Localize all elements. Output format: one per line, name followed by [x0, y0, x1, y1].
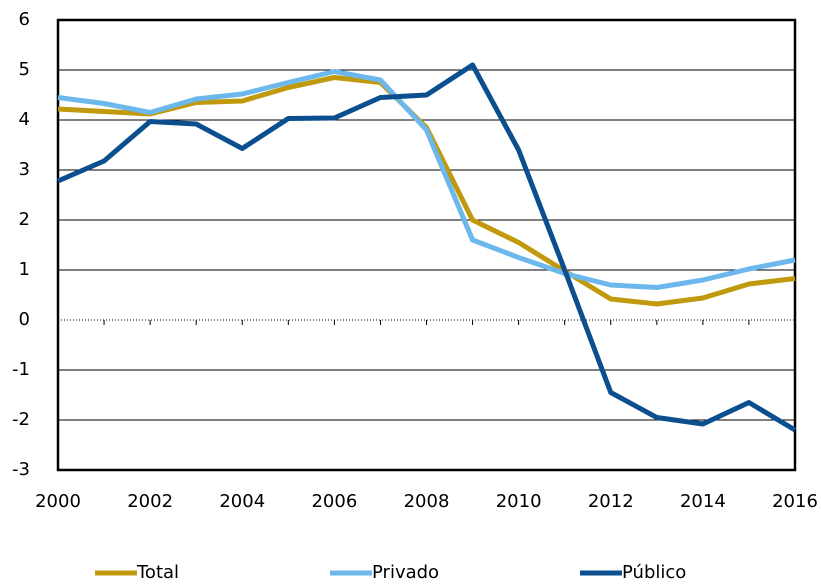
y-tick-label: -2	[12, 409, 30, 430]
x-tick-label: 2000	[35, 491, 81, 512]
x-tick-label: 2012	[588, 491, 634, 512]
series-line	[57, 69, 796, 290]
y-tick-label: 2	[19, 209, 30, 230]
legend-label: Total	[136, 562, 179, 583]
legend-label: Privado	[372, 562, 439, 583]
series-line	[57, 62, 797, 433]
x-tick-label: 2002	[127, 491, 173, 512]
x-tick-label: 2006	[311, 491, 357, 512]
x-tick-label: 2008	[404, 491, 450, 512]
y-tick-label: 4	[19, 109, 30, 130]
x-tick-label: 2014	[680, 491, 726, 512]
x-tick-label: 2010	[496, 491, 542, 512]
y-tick-label: 5	[19, 59, 30, 80]
y-tick-label: 3	[19, 159, 30, 180]
plot-frame	[56, 18, 797, 472]
y-tick-label: -3	[12, 459, 30, 480]
y-tick-label: 1	[19, 259, 30, 280]
y-tick-label: -1	[12, 359, 30, 380]
y-tick-label: 6	[19, 9, 30, 30]
y-tick-label: 0	[19, 309, 30, 330]
x-tick-label: 2004	[219, 491, 265, 512]
legend-label: Público	[622, 562, 686, 583]
x-tick-label: 2016	[772, 491, 818, 512]
